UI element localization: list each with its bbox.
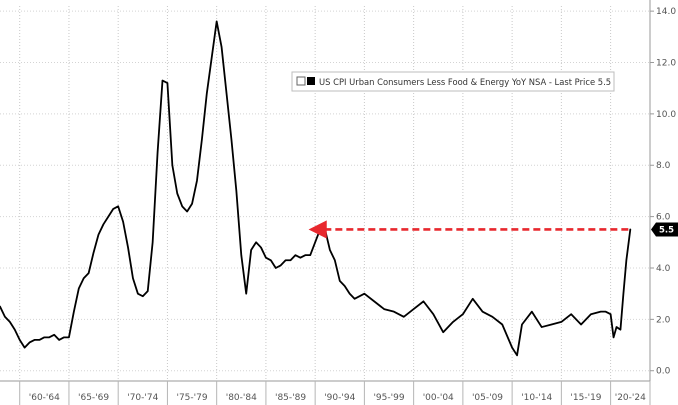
legend-box bbox=[291, 71, 615, 92]
y-tick-label: 2.0 bbox=[656, 315, 671, 325]
axis-layer: 0.0 2.0 4.0 6.0 8.0 10.0 12.0 14.0 '60-'64 '65-'6… bbox=[19, 7, 676, 405]
y-tick-label: 4.0 bbox=[656, 264, 671, 274]
x-category-label: '05-'09 bbox=[472, 393, 503, 403]
frame-layer bbox=[0, 0, 651, 382]
legend: US CPI Urban Consumers Less Food & Energ… bbox=[291, 71, 615, 92]
y-tick-label: 6.0 bbox=[656, 213, 671, 223]
x-category-label: '65-'69 bbox=[78, 393, 109, 403]
legend-label: US CPI Urban Consumers Less Food & Energ… bbox=[319, 77, 611, 87]
x-category-label: '15-'19 bbox=[570, 393, 601, 403]
y-tick-label: 8.0 bbox=[656, 161, 671, 171]
y-tick-label: 14.0 bbox=[656, 7, 676, 17]
x-category-label: '75-'79 bbox=[176, 393, 207, 403]
y-tick-label: 10.0 bbox=[656, 110, 676, 120]
x-category-label: '70-'74 bbox=[127, 393, 158, 403]
x-category-label: '60-'64 bbox=[29, 393, 60, 403]
last-price-tag-value: 5.5 bbox=[659, 225, 674, 235]
legend-swatch-frame bbox=[296, 76, 306, 86]
x-category-label: '90-'94 bbox=[324, 393, 355, 403]
x-category-label: '95-'99 bbox=[373, 393, 404, 403]
series-line bbox=[0, 20, 632, 357]
x-category-label: '10-'14 bbox=[521, 393, 552, 403]
legend-swatch bbox=[307, 77, 315, 85]
y-tick-label: 0.0 bbox=[656, 367, 671, 377]
x-category-label: '85-'89 bbox=[275, 393, 306, 403]
last-price-tag: 5.5 bbox=[651, 222, 678, 237]
x-category-label: '00-'04 bbox=[423, 393, 454, 403]
x-category-label: '80-'84 bbox=[226, 393, 257, 403]
series-layer bbox=[0, 20, 632, 357]
y-tick-label: 12.0 bbox=[656, 59, 676, 69]
last-price-tag-shape bbox=[651, 222, 678, 237]
x-category-label: '20-'24 bbox=[615, 393, 646, 403]
